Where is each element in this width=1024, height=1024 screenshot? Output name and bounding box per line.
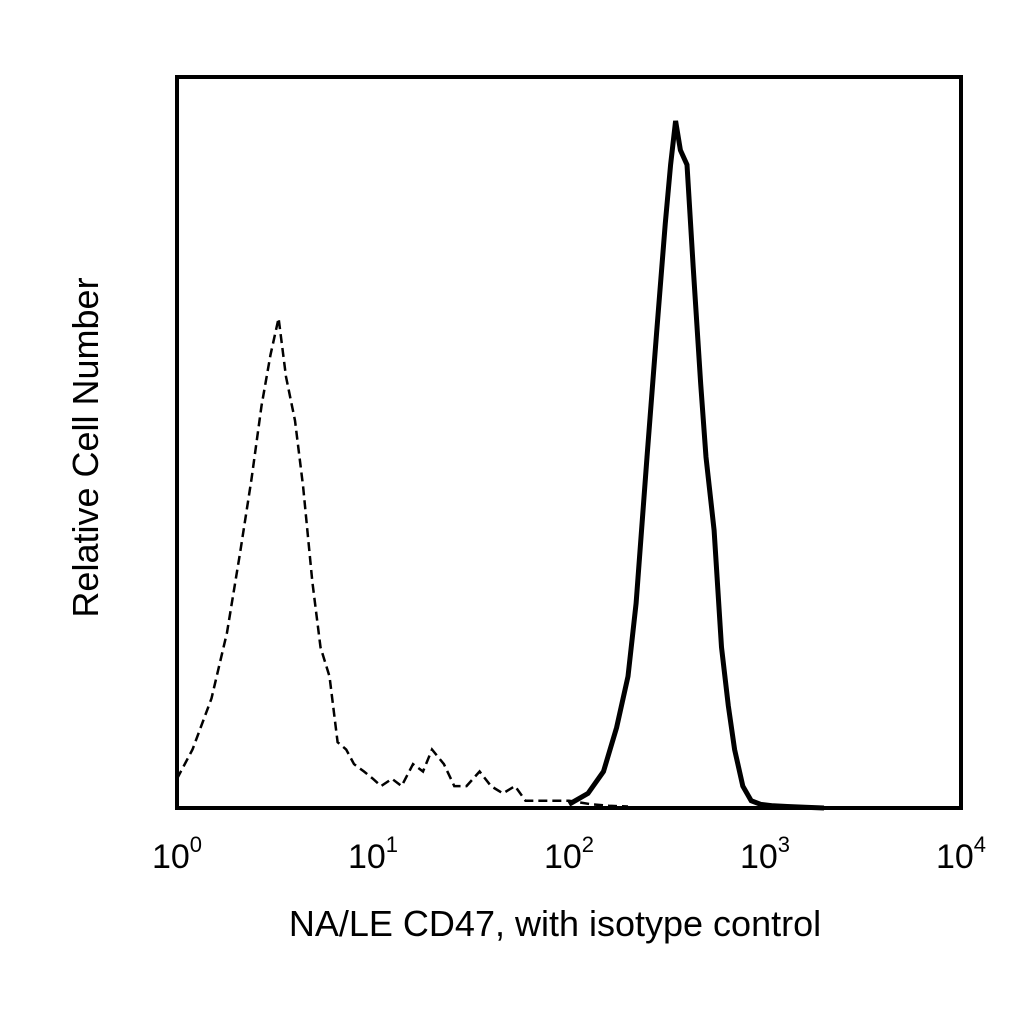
- x-tick-label: 104: [936, 832, 986, 876]
- x-axis-title: NA/LE CD47, with isotype control: [289, 903, 821, 944]
- cd47-histogram: [567, 120, 825, 811]
- x-tick-exponent: 1: [386, 832, 398, 857]
- x-tick-base: 10: [348, 838, 386, 876]
- y-axis-title: Relative Cell Number: [65, 277, 106, 617]
- series-layer: [175, 120, 825, 811]
- x-tick-exponent: 3: [778, 832, 790, 857]
- isotype-control-histogram: [175, 317, 629, 808]
- x-tick-exponent: 2: [582, 832, 594, 857]
- plot-frame: [175, 75, 963, 810]
- x-tick-label: 103: [740, 832, 790, 876]
- x-tick-label: 102: [544, 832, 594, 876]
- x-tick-base: 10: [544, 838, 582, 876]
- x-tick-label: 101: [348, 832, 398, 876]
- x-tick-base: 10: [152, 838, 190, 876]
- x-tick-base: 10: [740, 838, 778, 876]
- x-tick-labels: 100 101 102 103 104: [152, 832, 986, 876]
- x-tick-exponent: 0: [190, 832, 202, 857]
- x-tick-label: 100: [152, 832, 202, 876]
- x-tick-base: 10: [936, 838, 974, 876]
- x-tick-exponent: 4: [974, 832, 986, 857]
